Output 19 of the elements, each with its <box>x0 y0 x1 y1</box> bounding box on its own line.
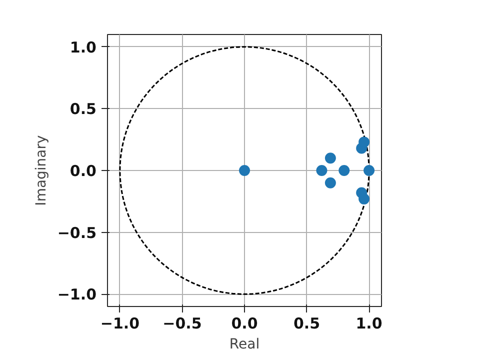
y-tick-label: −0.5 <box>57 224 96 242</box>
point <box>364 165 375 176</box>
x-axis-title: Real <box>229 336 260 352</box>
point <box>324 152 336 164</box>
point <box>316 165 328 176</box>
point <box>324 177 336 188</box>
point <box>358 193 370 204</box>
y-tick-label: 1.0 <box>70 38 97 56</box>
x-tick-label: 0.5 <box>293 314 320 332</box>
x-tick-label: 1.0 <box>356 314 382 332</box>
x-tick-label: −1.0 <box>100 314 140 332</box>
x-tick-label: −0.5 <box>162 314 202 332</box>
x-tick-label: 0.0 <box>231 314 258 332</box>
y-tick-label: 0.5 <box>70 100 97 118</box>
point <box>358 136 370 148</box>
y-tick-label: −1.0 <box>57 286 96 304</box>
y-tick-label: 0.0 <box>70 162 97 180</box>
y-axis-title: Imaginary <box>33 135 50 206</box>
point <box>338 165 350 176</box>
